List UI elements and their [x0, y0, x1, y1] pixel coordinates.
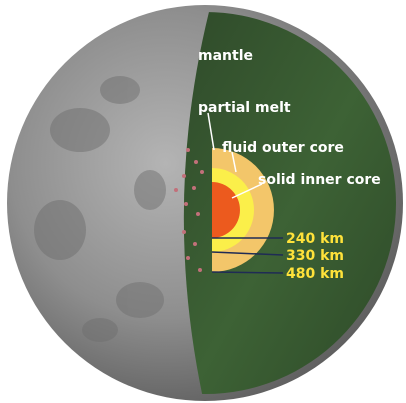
depth-label: 240 km [286, 231, 344, 247]
leader-lines [207, 112, 263, 199]
mantle-cutaway [183, 12, 396, 394]
depth-label: 480 km [286, 266, 344, 282]
label-solid-inner-core: solid inner core [258, 172, 381, 188]
depth-label: 330 km [286, 248, 344, 264]
label-fluid-outer-core: fluid outer core [222, 140, 344, 156]
craters [34, 76, 166, 342]
solid-inner-core [212, 182, 240, 238]
label-mantle: mantle [198, 48, 253, 64]
melt-dots [174, 148, 204, 272]
depth-lines [211, 237, 284, 274]
label-partial-melt: partial melt [198, 100, 291, 116]
